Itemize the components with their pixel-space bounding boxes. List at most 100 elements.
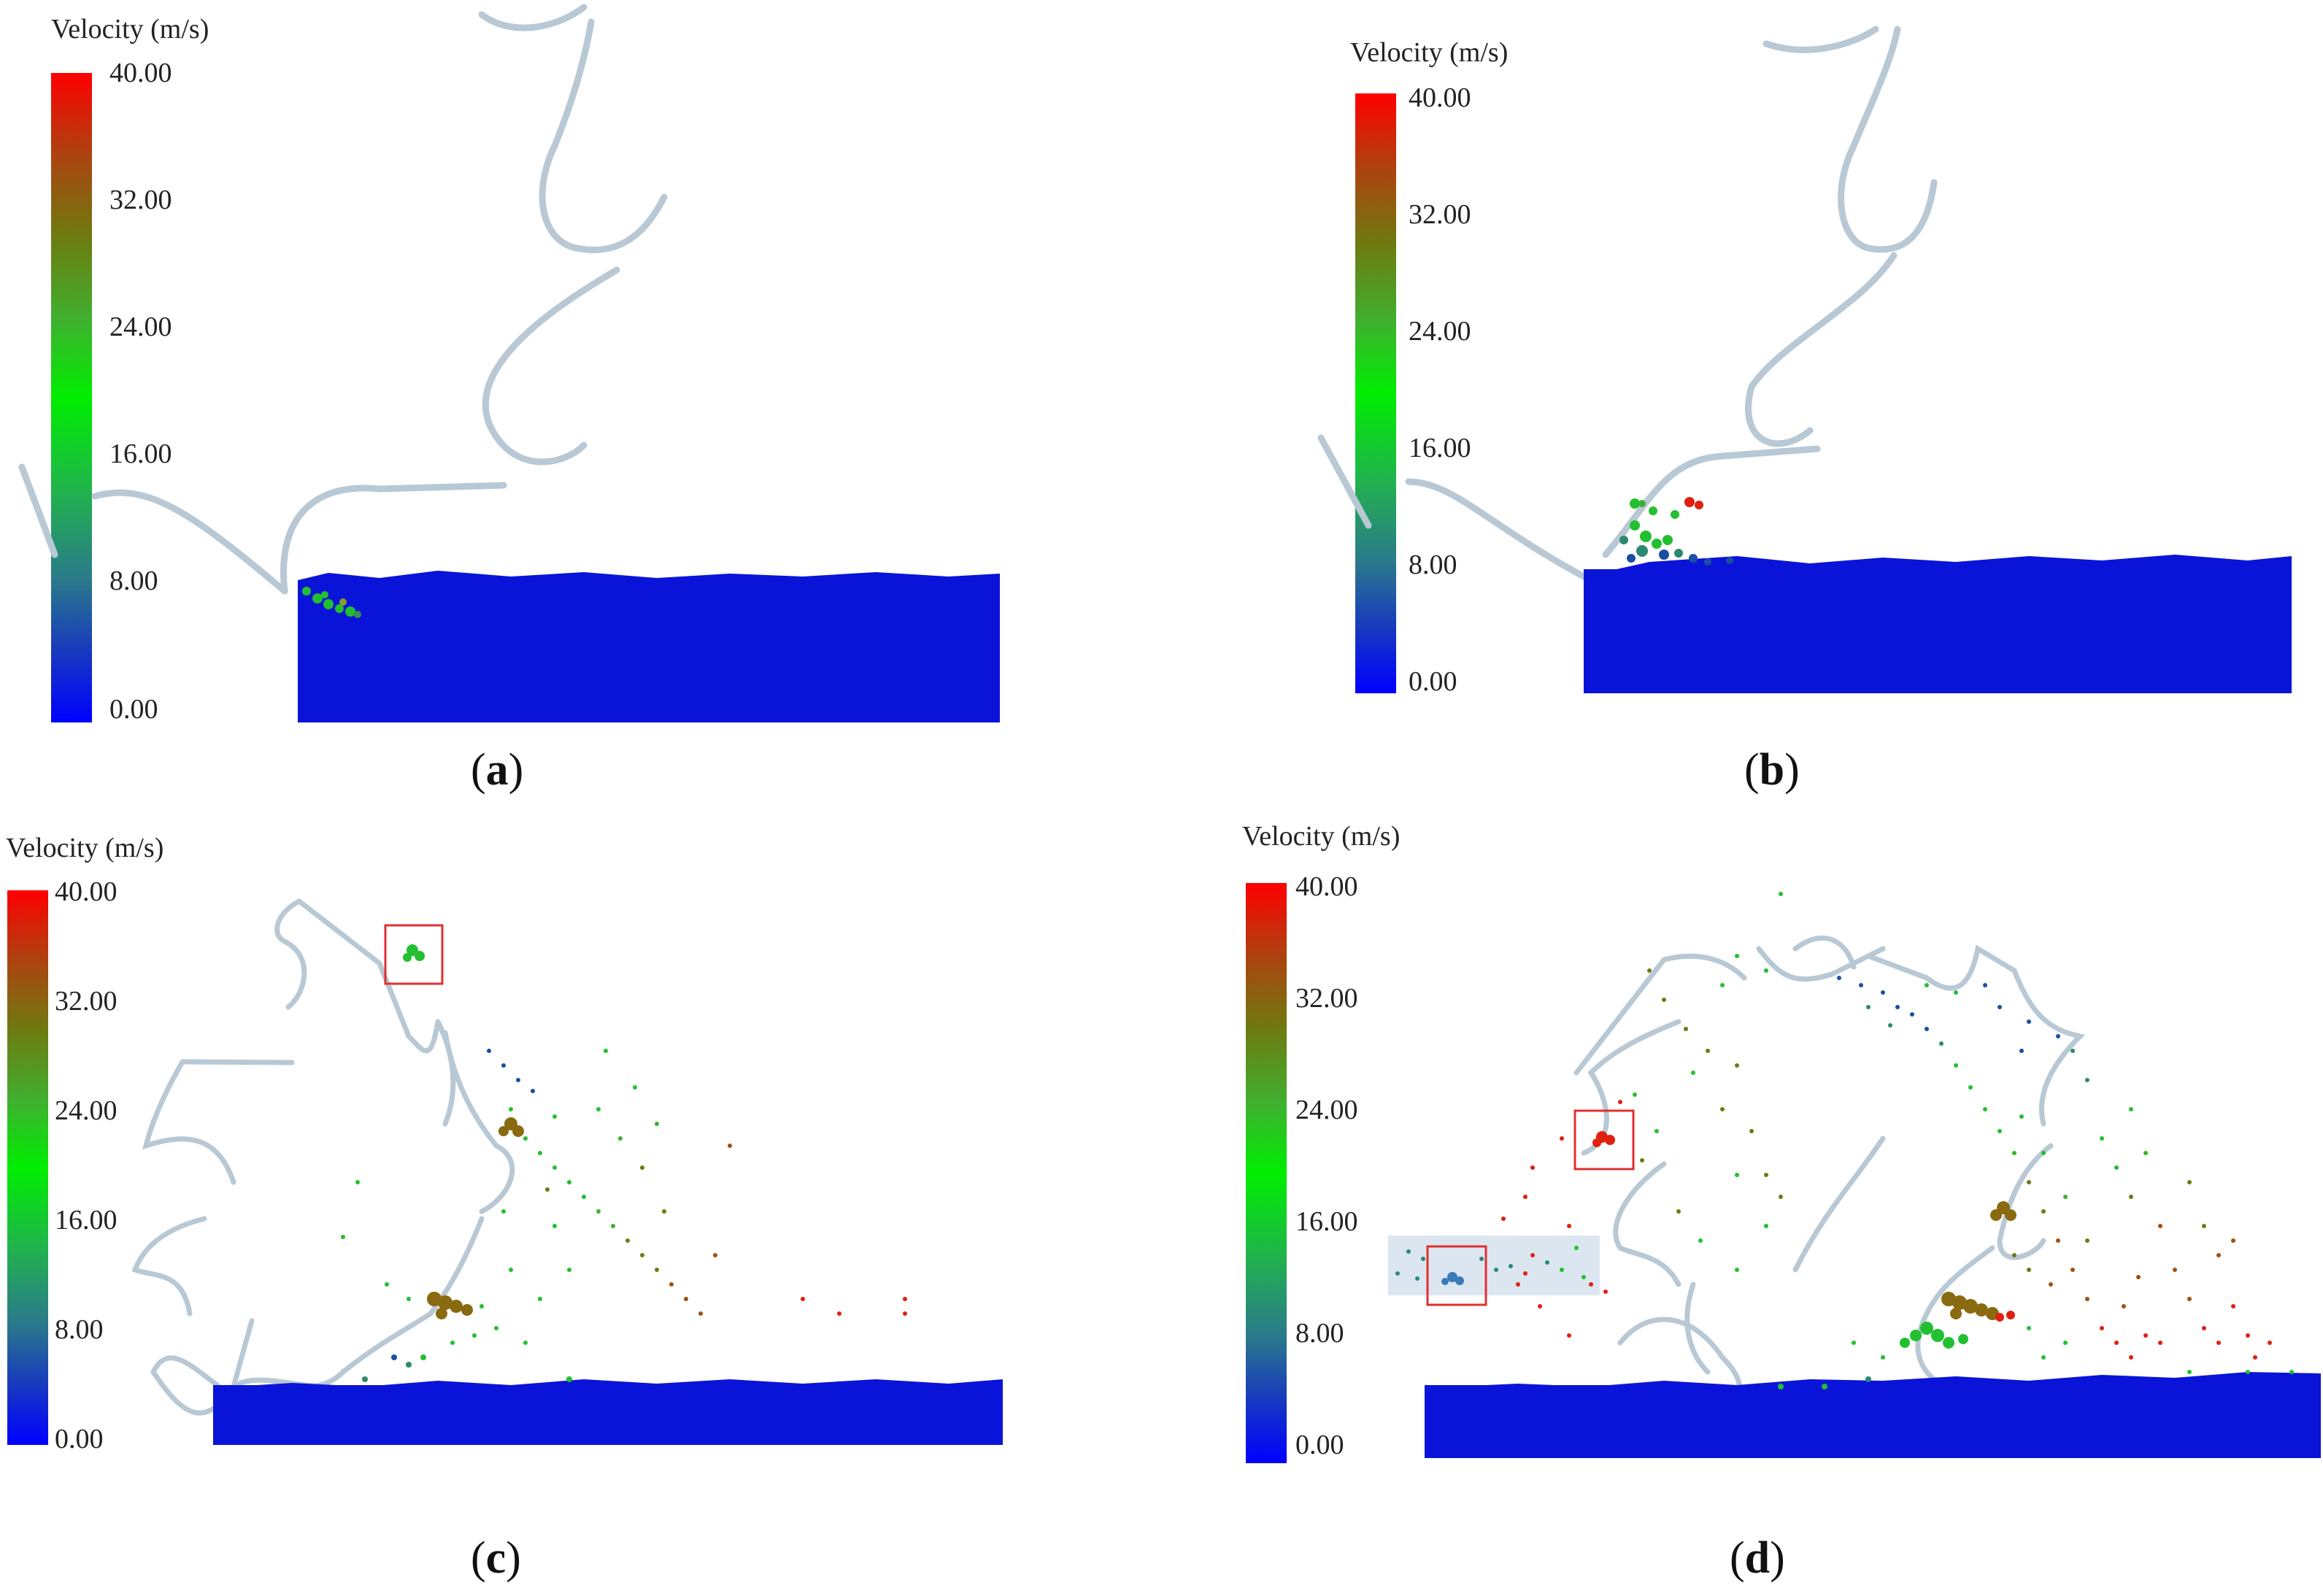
particle-bed-surface xyxy=(1425,1372,2321,1394)
panel-d: Velocity (m/s) 40.00 32.00 24.00 16.00 8… xyxy=(1226,821,2321,1591)
colorbar-tick: 40.00 xyxy=(1409,82,1471,113)
colorbar-tick: 16.00 xyxy=(109,439,172,469)
blade xyxy=(1763,26,1879,53)
simulation-view xyxy=(131,898,1003,1445)
particle-cluster xyxy=(1592,1131,1615,1147)
blade xyxy=(1617,1316,1743,1404)
blade xyxy=(442,1030,515,1214)
blade xyxy=(131,1216,207,1316)
particle-bed xyxy=(1584,569,2292,693)
colorbar-tick: 16.00 xyxy=(55,1205,118,1235)
colorbar-tick: 8.00 xyxy=(1409,550,1457,580)
colorbar-gradient xyxy=(1355,93,1396,693)
blade xyxy=(142,1059,236,1185)
colorbar-title: Velocity (m/s) xyxy=(1350,37,1509,68)
panel-caption: (d) xyxy=(1730,1533,1785,1583)
particle-bed-surface xyxy=(213,1379,1003,1394)
particle-bed xyxy=(213,1385,1003,1445)
blade xyxy=(340,1311,434,1375)
panel-caption: (c) xyxy=(471,1533,521,1583)
blade xyxy=(1317,434,1372,529)
panel-a: Velocity (m/s) 40.00 32.00 24.00 16.00 8… xyxy=(0,0,1022,803)
highlight-band xyxy=(1388,1235,1600,1295)
particle-bed xyxy=(298,580,1000,722)
colorbar-tick: 40.00 xyxy=(55,876,118,907)
blade xyxy=(274,898,307,1010)
blade xyxy=(482,266,620,466)
particle-cluster xyxy=(1995,1311,2015,1322)
colorbar-tick: 24.00 xyxy=(109,312,172,342)
colorbar-gradient xyxy=(1246,883,1287,1463)
panel-b: Velocity (m/s) 40.00 32.00 24.00 16.00 8… xyxy=(1299,0,2321,803)
blade xyxy=(1573,957,1667,1076)
blade xyxy=(1997,1143,2054,1260)
particle-bed xyxy=(1425,1385,2321,1458)
blade xyxy=(91,489,288,595)
blade xyxy=(1792,1136,1886,1273)
simulation-view xyxy=(1388,892,2321,1458)
particle-cluster xyxy=(1441,1272,1464,1285)
particle-scatter xyxy=(341,1049,907,1382)
blade xyxy=(539,18,668,253)
particle-cluster xyxy=(302,587,361,618)
blade xyxy=(1602,445,1821,558)
blade xyxy=(1838,26,1938,253)
particle-cluster xyxy=(427,1117,524,1319)
blade xyxy=(2011,968,2086,1127)
colorbar-tick: 0.00 xyxy=(109,694,158,725)
blade xyxy=(296,898,412,1039)
colorbar-tick: 32.00 xyxy=(1409,199,1471,230)
blade xyxy=(280,482,507,595)
colorbar-tick: 16.00 xyxy=(1295,1206,1358,1237)
blade xyxy=(1865,944,2017,991)
particle-bed-surface xyxy=(1584,555,2292,577)
blade xyxy=(1661,953,1747,981)
colorbar-title: Velocity (m/s) xyxy=(51,14,209,45)
colorbar-tick: 16.00 xyxy=(1409,433,1471,463)
blade xyxy=(18,463,58,558)
colorbar-tick: 40.00 xyxy=(1295,871,1358,902)
blade xyxy=(406,1019,441,1054)
particle-scatter xyxy=(1395,892,2294,1389)
blade xyxy=(1684,1281,1711,1375)
particle-bed-surface xyxy=(298,571,1000,584)
blade xyxy=(1756,946,1886,982)
simulation-view xyxy=(1317,26,2292,693)
highlight-box xyxy=(384,924,444,985)
colorbar-tick: 24.00 xyxy=(1409,316,1471,347)
highlight-box xyxy=(1426,1245,1487,1306)
blade xyxy=(180,1059,295,1065)
particle-cluster xyxy=(403,944,425,962)
blade xyxy=(1745,252,1898,447)
colorbar-tick: 8.00 xyxy=(109,566,158,596)
blade xyxy=(1613,1161,1681,1287)
colorbar-tick: 0.00 xyxy=(1409,666,1457,697)
highlight-box xyxy=(1573,1109,1635,1171)
blade xyxy=(1915,1245,1995,1397)
simulation-view xyxy=(18,4,1000,722)
colorbar-tick: 24.00 xyxy=(1295,1095,1358,1125)
colorbar-tick: 0.00 xyxy=(1295,1430,1344,1460)
particle-cluster xyxy=(1900,1322,1968,1349)
colorbar-tick: 32.00 xyxy=(109,185,172,215)
colorbar-title: Velocity (m/s) xyxy=(1242,821,1401,852)
panel-c: Velocity (m/s) 40.00 32.00 24.00 16.00 8… xyxy=(0,832,1022,1591)
colorbar-tick: 8.00 xyxy=(55,1314,104,1345)
colorbar-title: Velocity (m/s) xyxy=(6,833,164,863)
colorbar-tick: 40.00 xyxy=(109,58,172,88)
particle-cluster xyxy=(1619,497,1733,566)
blade xyxy=(478,4,588,31)
colorbar-tick: 0.00 xyxy=(55,1424,104,1454)
colorbar-gradient xyxy=(51,73,92,722)
panel-caption: (a) xyxy=(471,745,524,795)
colorbar-tick: 32.00 xyxy=(1295,983,1358,1014)
blade xyxy=(1405,478,1587,580)
panel-caption: (b) xyxy=(1744,745,1800,795)
blade xyxy=(231,1318,255,1389)
colorbar-tick: 32.00 xyxy=(55,986,118,1017)
blade xyxy=(1792,935,1857,970)
colorbar-gradient xyxy=(7,890,48,1445)
colorbar-tick: 24.00 xyxy=(55,1095,118,1126)
blade xyxy=(150,1355,236,1416)
colorbar-tick: 8.00 xyxy=(1295,1318,1344,1349)
